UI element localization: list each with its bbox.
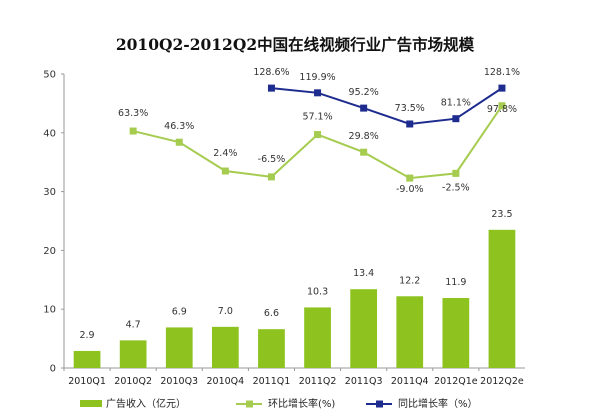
y-tick-label: 10 (43, 305, 56, 316)
line-point (314, 131, 322, 139)
line-data-label: 95.2% (349, 87, 379, 98)
legend: 广告收入（亿元） 环比增长率(%) 同比增长率（%） (80, 397, 478, 410)
bar-data-label: 4.7 (126, 319, 141, 330)
bar (442, 298, 470, 368)
line-data-label: 119.9% (299, 72, 335, 83)
bar-data-label: 2.9 (79, 330, 94, 341)
legend-swatch-marker (246, 400, 253, 408)
bar-data-label: 13.4 (353, 268, 374, 279)
line-data-label: 63.3% (118, 108, 148, 119)
line-data-label: 97.8% (487, 104, 517, 115)
x-tick-label: 2010Q2 (114, 376, 152, 387)
line-point (406, 120, 414, 128)
y-tick-label: 20 (43, 246, 56, 257)
plot-area: 0 10 20 30 40 50 2010Q1 2010Q2 2010Q3 2010Q4 2011Q… (43, 67, 525, 387)
legend-swatch-marker (376, 400, 383, 408)
line-point (267, 84, 275, 92)
legend-label: 同比增长率（%） (398, 397, 478, 410)
line-data-label: 128.1% (484, 67, 520, 78)
bar (165, 327, 193, 368)
bar (73, 350, 101, 368)
x-tick-label: 2012Q1e (434, 376, 478, 387)
y-tick-label: 30 (43, 187, 56, 198)
line-point (498, 102, 506, 110)
bar-data-label: 6.6 (264, 308, 279, 319)
x-tick-label: 2011Q4 (391, 376, 429, 387)
bar (396, 296, 424, 368)
x-tick-label: 2011Q2 (299, 376, 337, 387)
x-tick-label: 2010Q4 (206, 376, 244, 387)
y-tick-label: 50 (43, 70, 56, 81)
line-data-label: 73.5% (395, 103, 425, 114)
line-data-label: 46.3% (164, 121, 194, 132)
x-tick-label: 2011Q3 (345, 376, 383, 387)
line-point (360, 104, 368, 112)
bar-data-label: 23.5 (491, 209, 512, 220)
line-point (314, 89, 322, 97)
line-point (221, 167, 229, 175)
line-data-label: 2.4% (213, 148, 237, 159)
bar-data-label: 6.9 (172, 306, 187, 317)
legend-swatch-bar (80, 400, 102, 407)
bar-data-label: 7.0 (218, 306, 233, 317)
line-point (498, 84, 506, 92)
line-point (406, 174, 414, 182)
x-tick-label: 2011Q1 (253, 376, 291, 387)
legend-label: 广告收入（亿元） (106, 397, 186, 410)
line-data-label: 57.1% (302, 112, 332, 123)
line-data-label: 128.6% (253, 67, 289, 78)
line-point (267, 173, 275, 181)
line-point (452, 169, 460, 177)
chart-title: 2010Q2-2012Q2中国在线视频行业广告市场规模 (116, 35, 475, 54)
bar (119, 340, 147, 368)
bar (304, 307, 331, 368)
bar-data-label: 10.3 (307, 286, 328, 297)
line-data-label: 29.8% (349, 131, 379, 142)
bar (488, 229, 516, 368)
line-point (360, 148, 368, 156)
bar (350, 289, 378, 368)
x-tick-label: 2010Q3 (160, 376, 198, 387)
bar-data-label: 11.9 (445, 277, 466, 288)
bar (258, 329, 285, 368)
line-point (129, 127, 137, 135)
y-tick-label: 40 (43, 128, 56, 139)
x-tick-label: 2010Q1 (68, 376, 106, 387)
line-point (175, 138, 183, 146)
line-data-label: -9.0% (396, 184, 424, 195)
x-tick-label: 2012Q2e (480, 376, 524, 387)
series-line (271, 87, 503, 125)
line-data-label: 81.1% (441, 98, 471, 109)
y-tick-label: 0 (50, 364, 56, 375)
bar-data-label: 12.2 (399, 275, 420, 286)
line-point (452, 115, 460, 123)
line-data-label: -2.5% (442, 182, 470, 193)
legend-label: 环比增长率(%) (268, 397, 335, 410)
bar (211, 326, 239, 368)
line-data-label: -6.5% (258, 154, 286, 165)
